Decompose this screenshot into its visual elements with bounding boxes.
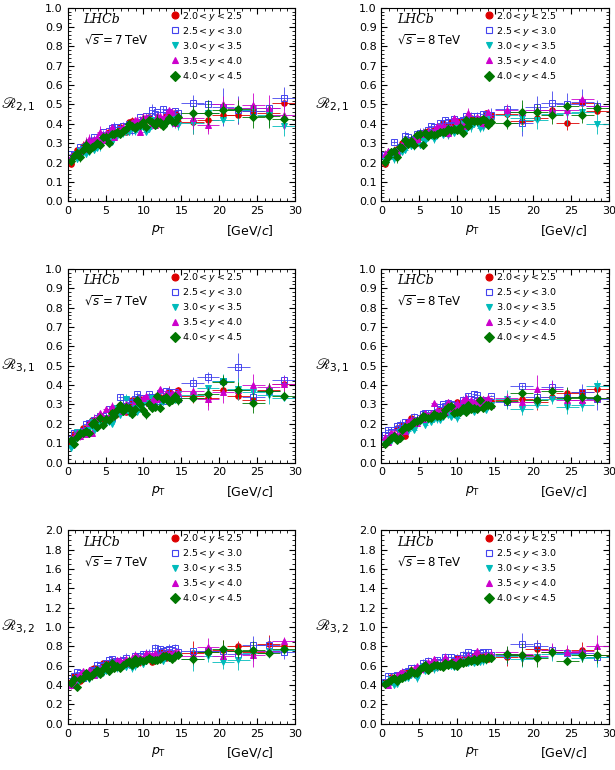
Text: [GeV/$c$]: [GeV/$c$] <box>539 484 587 499</box>
Text: $p_\mathrm{T}$: $p_\mathrm{T}$ <box>151 745 166 759</box>
Text: $\sqrt{s} = 8\,\mathrm{TeV}$: $\sqrt{s} = 8\,\mathrm{TeV}$ <box>397 294 462 309</box>
Text: LHCb: LHCb <box>397 536 434 549</box>
Legend: $2.0 < y < 2.5$, $2.5 < y < 3.0$, $3.0 < y < 3.5$, $3.5 < y < 4.0$, $4.0 < y < 4: $2.0 < y < 2.5$, $2.5 < y < 3.0$, $3.0 <… <box>168 528 246 609</box>
Text: $\sqrt{s} = 8\,\mathrm{TeV}$: $\sqrt{s} = 8\,\mathrm{TeV}$ <box>397 556 462 570</box>
Text: LHCb: LHCb <box>397 13 434 26</box>
Legend: $2.0 < y < 2.5$, $2.5 < y < 3.0$, $3.0 < y < 3.5$, $3.5 < y < 4.0$, $4.0 < y < 4: $2.0 < y < 2.5$, $2.5 < y < 3.0$, $3.0 <… <box>482 267 560 348</box>
Text: $p_\mathrm{T}$: $p_\mathrm{T}$ <box>151 223 166 236</box>
Text: [GeV/$c$]: [GeV/$c$] <box>539 223 587 237</box>
Y-axis label: $\mathscr{R}_{2,1}$: $\mathscr{R}_{2,1}$ <box>1 95 36 114</box>
Text: $\sqrt{s} = 8\,\mathrm{TeV}$: $\sqrt{s} = 8\,\mathrm{TeV}$ <box>397 33 462 48</box>
Legend: $2.0 < y < 2.5$, $2.5 < y < 3.0$, $3.0 < y < 3.5$, $3.5 < y < 4.0$, $4.0 < y < 4: $2.0 < y < 2.5$, $2.5 < y < 3.0$, $3.0 <… <box>482 528 560 609</box>
Y-axis label: $\mathscr{R}_{3,1}$: $\mathscr{R}_{3,1}$ <box>315 357 349 375</box>
Text: $p_\mathrm{T}$: $p_\mathrm{T}$ <box>465 223 480 236</box>
Text: $\sqrt{s} = 7\,\mathrm{TeV}$: $\sqrt{s} = 7\,\mathrm{TeV}$ <box>84 33 148 48</box>
Text: LHCb: LHCb <box>84 536 121 549</box>
Text: [GeV/$c$]: [GeV/$c$] <box>226 745 274 760</box>
Text: $\sqrt{s} = 7\,\mathrm{TeV}$: $\sqrt{s} = 7\,\mathrm{TeV}$ <box>84 294 148 309</box>
Legend: $2.0 < y < 2.5$, $2.5 < y < 3.0$, $3.0 < y < 3.5$, $3.5 < y < 4.0$, $4.0 < y < 4: $2.0 < y < 2.5$, $2.5 < y < 3.0$, $3.0 <… <box>168 5 246 87</box>
Legend: $2.0 < y < 2.5$, $2.5 < y < 3.0$, $3.0 < y < 3.5$, $3.5 < y < 4.0$, $4.0 < y < 4: $2.0 < y < 2.5$, $2.5 < y < 3.0$, $3.0 <… <box>482 5 560 87</box>
Y-axis label: $\mathscr{R}_{3,1}$: $\mathscr{R}_{3,1}$ <box>1 357 36 375</box>
Text: [GeV/$c$]: [GeV/$c$] <box>226 484 274 499</box>
Text: LHCb: LHCb <box>84 13 121 26</box>
Text: $p_\mathrm{T}$: $p_\mathrm{T}$ <box>151 484 166 498</box>
Text: LHCb: LHCb <box>397 274 434 287</box>
Y-axis label: $\mathscr{R}_{3,2}$: $\mathscr{R}_{3,2}$ <box>315 618 349 636</box>
Text: [GeV/$c$]: [GeV/$c$] <box>539 745 587 760</box>
Y-axis label: $\mathscr{R}_{3,2}$: $\mathscr{R}_{3,2}$ <box>1 618 36 636</box>
Legend: $2.0 < y < 2.5$, $2.5 < y < 3.0$, $3.0 < y < 3.5$, $3.5 < y < 4.0$, $4.0 < y < 4: $2.0 < y < 2.5$, $2.5 < y < 3.0$, $3.0 <… <box>168 267 246 348</box>
Text: [GeV/$c$]: [GeV/$c$] <box>226 223 274 237</box>
Text: $\sqrt{s} = 7\,\mathrm{TeV}$: $\sqrt{s} = 7\,\mathrm{TeV}$ <box>84 556 148 570</box>
Y-axis label: $\mathscr{R}_{2,1}$: $\mathscr{R}_{2,1}$ <box>315 95 349 114</box>
Text: LHCb: LHCb <box>84 274 121 287</box>
Text: $p_\mathrm{T}$: $p_\mathrm{T}$ <box>465 484 480 498</box>
Text: $p_\mathrm{T}$: $p_\mathrm{T}$ <box>465 745 480 759</box>
